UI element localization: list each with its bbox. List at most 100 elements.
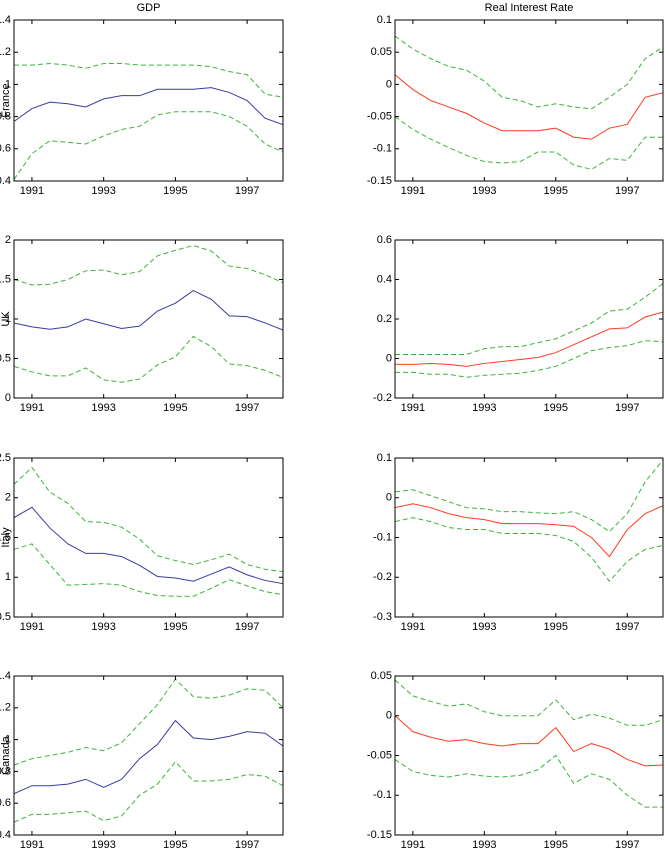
x-tick-label: 1993 [91, 402, 115, 414]
series-line [395, 35, 663, 110]
y-tick-label: -0.05 [367, 111, 392, 123]
y-tick-label: 1 [5, 313, 11, 325]
series-line [14, 466, 283, 573]
x-tick-label: 1995 [163, 839, 187, 851]
x-tick-label: 1997 [235, 185, 259, 197]
x-tick-label: 1995 [544, 402, 568, 414]
x-tick-label: 1997 [235, 839, 259, 851]
y-tick-label: 0.4 [0, 829, 11, 841]
y-tick-label: 1.5 [0, 531, 11, 543]
x-tick-label: 1997 [615, 839, 639, 851]
y-tick-label: -0.1 [373, 789, 392, 801]
y-tick-label: 0.8 [0, 111, 11, 123]
series-line [14, 111, 283, 180]
axes-frame [13, 675, 284, 836]
x-tick-label: 1993 [91, 621, 115, 633]
y-tick-label: -0.3 [373, 611, 392, 623]
y-tick-label: 0.8 [0, 765, 11, 777]
series-line [14, 678, 283, 766]
x-tick-label: 1993 [472, 839, 496, 851]
axes-frame [13, 19, 284, 182]
series-line [395, 754, 663, 808]
series-line [395, 283, 663, 356]
y-axis-label: France [0, 83, 12, 117]
y-axis-label: UK [0, 311, 12, 327]
x-tick-label: 1993 [91, 185, 115, 197]
x-tick-label: 1995 [544, 185, 568, 197]
y-tick-label: 0 [386, 492, 392, 504]
series-line [395, 116, 663, 170]
x-tick-label: 1997 [615, 402, 639, 414]
plot-area [395, 458, 663, 617]
x-tick-label: 1997 [615, 621, 639, 633]
x-tick-label: 1995 [163, 621, 187, 633]
series-line [395, 311, 663, 367]
plot-area [395, 240, 663, 398]
y-tick-label: -0.1 [373, 531, 392, 543]
y-tick-label: 0.5 [0, 352, 11, 364]
y-tick-label: 0.1 [377, 452, 392, 464]
y-tick-label: 0.2 [377, 313, 392, 325]
y-tick-label: -0.2 [373, 571, 392, 583]
y-tick-label: 1.4 [0, 670, 11, 682]
x-tick-label: 1991 [20, 621, 44, 633]
y-tick-label: 2 [5, 492, 11, 504]
axes-frame [394, 19, 664, 182]
x-tick-label: 1995 [544, 621, 568, 633]
series-line [14, 761, 283, 823]
x-tick-label: 1991 [401, 839, 425, 851]
y-tick-label: -0.1 [373, 143, 392, 155]
x-tick-label: 1997 [615, 185, 639, 197]
plot-area [14, 20, 283, 181]
x-tick-label: 1995 [163, 402, 187, 414]
y-tick-label: 0.05 [371, 670, 392, 682]
x-tick-label: 1991 [20, 839, 44, 851]
y-tick-label: 0.1 [377, 14, 392, 26]
y-tick-label: -0.15 [367, 829, 392, 841]
y-tick-label: 1.4 [0, 14, 11, 26]
x-tick-label: 1991 [20, 185, 44, 197]
y-tick-label: 1 [5, 734, 11, 746]
series-line [395, 340, 663, 378]
series-line [395, 74, 663, 140]
x-tick-label: 1993 [472, 185, 496, 197]
x-tick-label: 1997 [235, 402, 259, 414]
x-tick-label: 1991 [401, 402, 425, 414]
y-tick-label: 0 [386, 78, 392, 90]
x-tick-label: 1991 [401, 185, 425, 197]
y-tick-label: -0.15 [367, 175, 392, 187]
x-tick-label: 1993 [472, 621, 496, 633]
y-axis-label: Italy [0, 527, 12, 548]
series-line [14, 289, 283, 331]
series-line [14, 506, 283, 585]
plot-area [395, 676, 663, 835]
series-line [14, 245, 283, 286]
y-tick-label: 0 [5, 392, 11, 404]
series-line [395, 715, 663, 767]
y-tick-label: -0.2 [373, 392, 392, 404]
y-tick-label: 0.6 [0, 143, 11, 155]
series-line [395, 679, 663, 726]
x-tick-label: 1993 [472, 402, 496, 414]
plot-area [14, 676, 283, 835]
y-tick-label: 0.4 [377, 273, 392, 285]
y-tick-label: 0 [386, 710, 392, 722]
x-tick-label: 1997 [235, 621, 259, 633]
y-tick-label: 1.2 [0, 702, 11, 714]
y-tick-label: 2 [5, 234, 11, 246]
y-tick-label: -0.05 [367, 749, 392, 761]
series-line [395, 459, 663, 533]
series-line [395, 503, 663, 558]
chart-title: GDP [137, 2, 161, 14]
x-tick-label: 1995 [163, 185, 187, 197]
y-tick-label: 1 [5, 571, 11, 583]
y-axis-label: Canada [0, 735, 12, 774]
x-tick-label: 1991 [401, 621, 425, 633]
x-tick-label: 1991 [20, 402, 44, 414]
x-tick-label: 1993 [91, 839, 115, 851]
x-tick-label: 1995 [544, 839, 568, 851]
y-tick-label: 2.5 [0, 452, 11, 464]
plot-area [14, 458, 283, 617]
series-line [14, 87, 283, 126]
